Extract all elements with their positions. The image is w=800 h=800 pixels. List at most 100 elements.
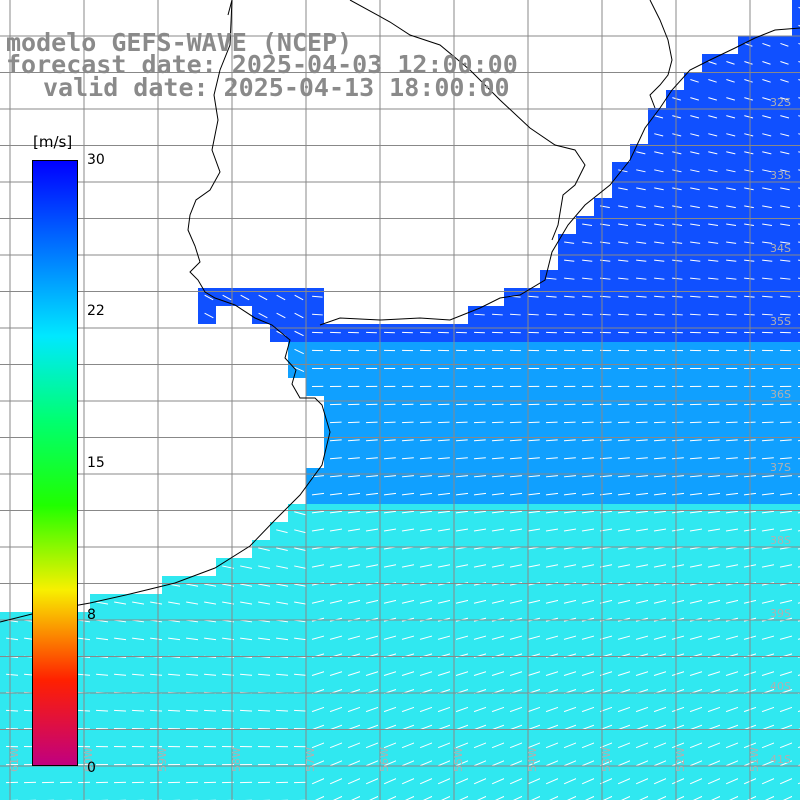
wind-cell [594, 252, 612, 270]
wind-cell [648, 288, 666, 306]
wind-arrow [635, 599, 649, 604]
wind-arrow [365, 741, 380, 749]
wind-arrow [779, 439, 792, 442]
wind-cell [774, 792, 792, 800]
wind-arrow [689, 706, 704, 713]
wind-cell [522, 432, 540, 450]
wind-cell [792, 36, 800, 54]
wind-arrow [329, 510, 343, 514]
wind-arrow [365, 457, 378, 460]
wind-arrow [581, 759, 596, 767]
wind-cell [756, 378, 774, 396]
wind-arrow [96, 709, 110, 712]
wind-cell [324, 378, 342, 396]
wind-arrow [707, 759, 722, 767]
wind-arrow [545, 528, 559, 532]
colorbar-unit: [m/s] [33, 133, 73, 151]
wind-arrow [294, 601, 307, 605]
wind-arrow [347, 777, 362, 785]
wind-arrow [401, 599, 415, 604]
wind-arrow [311, 599, 325, 604]
wind-arrow [333, 795, 344, 800]
wind-cell [540, 414, 558, 432]
wind-arrow [401, 564, 415, 568]
wind-arrow [365, 475, 379, 478]
wind-arrow [491, 439, 504, 442]
wind-cell [558, 432, 576, 450]
wind-arrow [653, 724, 668, 731]
wind-arrow [725, 421, 738, 424]
wind-arrow [383, 706, 398, 713]
wind-cell [630, 198, 648, 216]
wind-cell [630, 252, 648, 270]
wind-arrow [762, 223, 773, 227]
wind-cell [378, 414, 396, 432]
wind-cell [738, 108, 756, 126]
wind-cell [522, 396, 540, 414]
wind-cell [774, 378, 792, 396]
wind-arrow [312, 295, 323, 298]
wind-arrow [527, 439, 540, 442]
wind-arrow [582, 277, 593, 280]
wind-cell [558, 306, 576, 324]
wind-arrow [689, 724, 704, 731]
wind-cell [594, 288, 612, 306]
wind-arrow [567, 795, 578, 800]
wind-arrow [150, 709, 164, 712]
wind-cell [378, 378, 396, 396]
wind-cell [702, 342, 720, 360]
wind-cell [468, 432, 486, 450]
wind-arrow [581, 457, 594, 460]
wind-cell [594, 450, 612, 468]
wind-arrow [672, 313, 683, 316]
wind-cell [666, 396, 684, 414]
wind-arrow [708, 223, 719, 227]
wind-cell [72, 792, 90, 800]
wind-arrow [294, 348, 304, 355]
wind-arrow [459, 795, 470, 800]
lat-label: 40S [770, 680, 791, 693]
wind-cell [702, 126, 720, 144]
wind-arrow [369, 795, 380, 800]
wind-cell [648, 378, 666, 396]
wind-arrow [690, 295, 701, 298]
wind-cell [684, 288, 702, 306]
wind-arrow [401, 759, 416, 767]
wind-arrow [528, 313, 539, 316]
wind-arrow [258, 565, 271, 569]
wind-arrow [725, 528, 739, 532]
wind-cell [648, 792, 666, 800]
wind-arrow [762, 241, 773, 244]
wind-arrow [383, 475, 397, 478]
wind-cell [666, 108, 684, 126]
wind-arrow [455, 421, 468, 424]
wind-arrow [581, 564, 595, 568]
wind-arrow [761, 741, 776, 749]
wind-arrow [636, 151, 646, 155]
wind-cell [342, 378, 360, 396]
wind-arrow [473, 492, 487, 496]
wind-arrow [365, 528, 379, 532]
wind-cell [648, 144, 666, 162]
wind-arrow [582, 223, 593, 227]
wind-arrow [707, 706, 722, 713]
wind-cell [792, 756, 800, 774]
wind-arrow [383, 510, 397, 514]
wind-arrow [383, 670, 398, 676]
wind-arrow [545, 670, 560, 676]
wind-cell [684, 108, 702, 126]
wind-cell [702, 90, 720, 108]
wind-cell [702, 180, 720, 198]
wind-cell [702, 288, 720, 306]
wind-arrow [491, 706, 506, 713]
wind-arrow [563, 457, 576, 460]
wind-cell [666, 90, 684, 108]
wind-arrow [545, 706, 560, 713]
wind-cell [684, 396, 702, 414]
wind-arrow [690, 313, 701, 316]
wind-arrow [423, 795, 434, 800]
wind-cell [486, 306, 504, 324]
wind-cell [792, 450, 800, 468]
wind-arrow [671, 528, 685, 532]
wind-cell [738, 378, 756, 396]
